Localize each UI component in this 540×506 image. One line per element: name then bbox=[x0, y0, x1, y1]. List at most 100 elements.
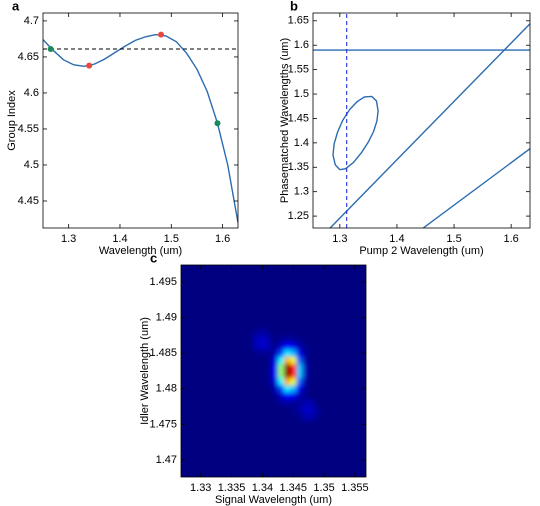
heatmap-cell bbox=[253, 349, 260, 358]
heatmap-cell bbox=[320, 363, 328, 372]
heatmap-cell bbox=[327, 399, 334, 408]
heatmap-cell bbox=[314, 399, 322, 408]
axes-box bbox=[42, 12, 239, 229]
heatmap-cell bbox=[246, 399, 254, 408]
heatmap-cell bbox=[253, 420, 260, 429]
heatmap-cell bbox=[253, 378, 260, 386]
heatmap-cell bbox=[277, 385, 285, 393]
heatmap-cell bbox=[308, 385, 316, 393]
heatmap-cell bbox=[253, 342, 260, 351]
heatmap-cell bbox=[283, 371, 291, 379]
heatmap-cell bbox=[246, 349, 254, 358]
heatmap-cell bbox=[259, 371, 266, 379]
heatmap-cell bbox=[320, 406, 328, 415]
heatmap-cell bbox=[308, 413, 316, 422]
heatmap-cell bbox=[308, 321, 316, 329]
heatmap-cell bbox=[296, 399, 303, 408]
heatmap-cell bbox=[296, 363, 303, 372]
heatmap-cell bbox=[290, 420, 297, 429]
heatmap-cell bbox=[265, 306, 273, 315]
heatmap-cell bbox=[265, 356, 273, 365]
heatmap-cell bbox=[259, 385, 266, 393]
plot-area bbox=[313, 13, 530, 228]
heatmap-cell bbox=[253, 399, 260, 408]
heatmap-cell bbox=[314, 413, 322, 422]
heatmap-cell bbox=[320, 420, 328, 429]
panel-label: b bbox=[290, 0, 298, 13]
heatmap-cell bbox=[246, 328, 254, 336]
heatmap-cell bbox=[320, 328, 328, 336]
heatmap-cell bbox=[308, 328, 316, 336]
y-tick-label: 1.3 bbox=[294, 186, 309, 198]
heatmap-cell bbox=[314, 392, 322, 400]
x-tick-label: 1.6 bbox=[504, 233, 519, 245]
heatmap-cell bbox=[253, 356, 260, 365]
x-tick-label: 1.4 bbox=[112, 233, 127, 245]
y-tick-label: 4.7 bbox=[24, 15, 39, 27]
heatmap-cell bbox=[277, 378, 285, 386]
heatmap-cell bbox=[308, 420, 316, 429]
heatmap-cell bbox=[277, 314, 285, 322]
heatmap-cell bbox=[314, 328, 322, 336]
heatmap-cell bbox=[302, 392, 310, 400]
heatmap-cell bbox=[320, 321, 328, 329]
heatmap-cell bbox=[277, 406, 285, 415]
marker bbox=[158, 31, 165, 38]
heatmap-cell bbox=[327, 378, 334, 386]
heatmap-cell bbox=[308, 363, 316, 372]
heatmap-cell bbox=[246, 335, 254, 344]
x-tick-label: 1.33 bbox=[190, 482, 211, 494]
heatmap-cell bbox=[302, 349, 310, 358]
heatmap-cell bbox=[314, 349, 322, 358]
heatmap-cell bbox=[265, 427, 273, 436]
line bbox=[43, 33, 238, 223]
heatmap-cell bbox=[259, 321, 266, 329]
heatmap-cell bbox=[265, 420, 273, 429]
y-tick-label: 1.47 bbox=[156, 454, 177, 466]
y-tick-label: 1.6 bbox=[294, 39, 309, 51]
heatmap-cell bbox=[290, 335, 297, 344]
y-tick-label: 4.45 bbox=[18, 195, 39, 207]
heatmap-cell bbox=[246, 378, 254, 386]
x-tick-label: 1.355 bbox=[341, 482, 369, 494]
y-tick-label: 1.55 bbox=[288, 64, 309, 76]
heatmap-cell bbox=[271, 335, 279, 344]
heatmap-cell bbox=[265, 342, 273, 351]
heatmap-cell bbox=[314, 306, 322, 315]
heatmap-cell bbox=[253, 335, 260, 344]
heatmap-cell bbox=[265, 392, 273, 400]
heatmap-cell bbox=[271, 371, 279, 379]
heatmap-cell bbox=[302, 363, 310, 372]
heatmap-cell bbox=[259, 399, 266, 408]
heatmap-cell bbox=[296, 385, 303, 393]
heatmap-cell bbox=[253, 427, 260, 436]
heatmap-cell bbox=[302, 342, 310, 351]
heatmap-cell bbox=[259, 342, 266, 351]
heatmap-cell bbox=[320, 378, 328, 386]
heatmap-cell bbox=[314, 427, 322, 436]
heatmap-cell bbox=[302, 420, 310, 429]
heatmap-cell bbox=[327, 420, 334, 429]
heatmap-cell bbox=[302, 385, 310, 393]
x-tick-label: 1.35 bbox=[313, 482, 334, 494]
heatmap-cell bbox=[327, 363, 334, 372]
heatmap-cell bbox=[277, 335, 285, 344]
x-tick-label: 1.5 bbox=[446, 233, 461, 245]
heatmap-cell bbox=[296, 378, 303, 386]
heatmap-cell bbox=[314, 321, 322, 329]
heatmap-cell bbox=[290, 385, 297, 393]
axes-box bbox=[312, 12, 531, 229]
heatmap-cell bbox=[259, 392, 266, 400]
heatmap-cell bbox=[327, 385, 334, 393]
heatmap-cell bbox=[327, 314, 334, 322]
heatmap-cell bbox=[283, 349, 291, 358]
heatmap-cell bbox=[308, 427, 316, 436]
heatmap-cell bbox=[253, 385, 260, 393]
y-tick-label: 1.475 bbox=[149, 418, 177, 430]
heatmap-cells bbox=[246, 306, 334, 436]
heatmap-cell bbox=[327, 328, 334, 336]
line bbox=[422, 148, 530, 228]
plot-area bbox=[43, 31, 238, 223]
heatmap-cell bbox=[246, 306, 254, 315]
heatmap-cell bbox=[277, 371, 285, 379]
